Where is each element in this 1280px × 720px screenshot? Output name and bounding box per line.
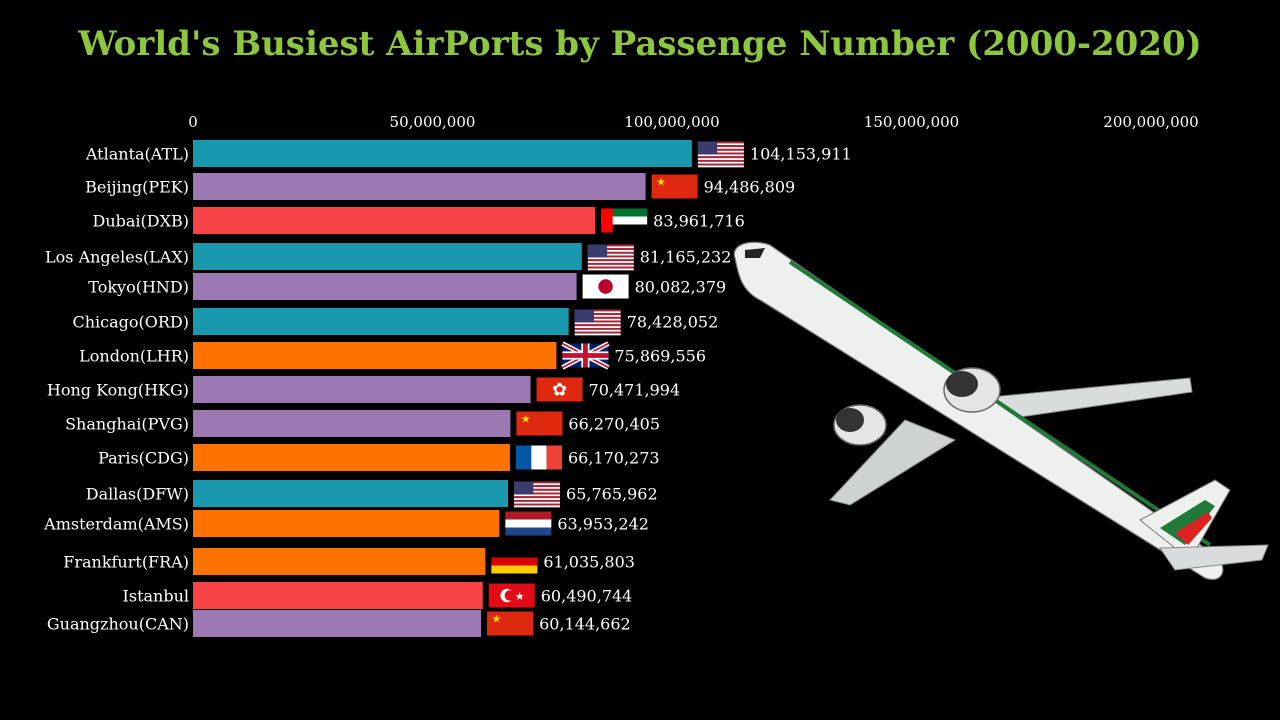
category-label: Dallas(DFW): [86, 485, 189, 504]
bar: [193, 376, 531, 403]
bar: [193, 342, 557, 369]
category-label: Shanghai(PVG): [65, 415, 189, 434]
svg-text:★: ★: [491, 612, 501, 625]
bar: [193, 243, 582, 270]
bar: [193, 140, 692, 167]
bar-row: Guangzhou(CAN) ★ 60,144,662: [47, 610, 631, 637]
svg-text:✿: ✿: [552, 380, 567, 401]
value-label: 81,165,232: [640, 248, 732, 267]
bar: [193, 207, 596, 234]
turkey-flag-icon: ★: [488, 583, 535, 608]
bar: [193, 610, 482, 637]
uae-flag-icon: [601, 208, 648, 233]
x-tick-label: 0: [188, 113, 198, 131]
x-tick-label: 200,000,000: [1103, 113, 1198, 131]
bar-row: Atlanta(ATL) 104,153,911: [85, 140, 852, 168]
bar-row: Hong Kong(HKG) ✿ 70,471,994: [47, 376, 680, 403]
bar-row: Dubai(DXB) 83,961,716: [93, 207, 745, 234]
value-label: 61,035,803: [543, 553, 635, 572]
value-label: 78,428,052: [627, 313, 719, 332]
x-tick-label: 50,000,000: [390, 113, 476, 131]
bar: [193, 410, 511, 437]
category-label: Amsterdam(AMS): [43, 515, 189, 534]
category-label: Los Angeles(LAX): [45, 248, 189, 267]
bar: [193, 582, 483, 609]
value-label: 70,471,994: [589, 381, 681, 400]
value-label: 63,953,242: [557, 515, 649, 534]
bar-row: Los Angeles(LAX) 81,165,232: [45, 243, 732, 271]
airplane-illustration: [733, 241, 1269, 581]
svg-text:★: ★: [521, 412, 531, 425]
china-flag-icon: ★: [651, 174, 698, 199]
usa-flag-icon: [697, 141, 744, 168]
bar-row: Paris(CDG) 66,170,273: [98, 444, 660, 471]
netherlands-flag-icon: [505, 511, 552, 536]
value-label: 94,486,809: [704, 178, 796, 197]
bar: [193, 444, 510, 471]
usa-flag-icon: [574, 309, 621, 336]
bar: [193, 308, 569, 335]
germany-flag-icon: [491, 549, 538, 574]
bar-row: Shanghai(PVG) ★ 66,270,405: [65, 410, 660, 437]
category-label: Tokyo(HND): [88, 278, 189, 297]
bar: [193, 548, 486, 575]
france-flag-icon: [515, 445, 562, 470]
bar-row: Frankfurt(FRA) 61,035,803: [63, 548, 635, 575]
x-tick-label: 150,000,000: [864, 113, 959, 131]
value-label: 60,490,744: [541, 587, 633, 606]
usa-flag-icon: [587, 244, 634, 271]
value-label: 104,153,911: [750, 145, 852, 164]
value-label: 66,270,405: [568, 415, 660, 434]
value-label: 80,082,379: [635, 278, 727, 297]
japan-flag-icon: [582, 274, 629, 299]
category-label: Frankfurt(FRA): [63, 553, 189, 572]
china-flag-icon: ★: [516, 411, 563, 436]
bar-row: Istanbul ★ 60,490,744: [123, 582, 633, 609]
usa-flag-icon: [514, 481, 561, 508]
bar: [193, 510, 500, 537]
category-label: Hong Kong(HKG): [47, 381, 189, 400]
value-label: 83,961,716: [653, 212, 745, 231]
bar-row: London(LHR) 75,869,556: [79, 341, 706, 370]
bar-row: Chicago(ORD) 78,428,052: [72, 308, 719, 336]
bar-row: Tokyo(HND) 80,082,379: [88, 273, 726, 300]
bar: [193, 173, 646, 200]
category-label: Dubai(DXB): [93, 212, 190, 231]
svg-text:★: ★: [515, 590, 525, 603]
category-label: Beijing(PEK): [85, 178, 189, 197]
value-label: 75,869,556: [614, 347, 706, 366]
bar: [193, 273, 577, 300]
uk-flag-icon: [561, 341, 610, 370]
x-tick-label: 100,000,000: [624, 113, 719, 131]
value-label: 65,765,962: [566, 485, 658, 504]
bar-row: Amsterdam(AMS) 63,953,242: [43, 510, 649, 537]
category-label: Atlanta(ATL): [85, 145, 189, 164]
bar-row: Dallas(DFW) 65,765,962: [86, 480, 658, 508]
category-label: Paris(CDG): [98, 449, 189, 468]
category-label: Istanbul: [123, 587, 189, 606]
category-label: Guangzhou(CAN): [47, 615, 189, 634]
value-label: 60,144,662: [539, 615, 631, 634]
category-label: Chicago(ORD): [72, 313, 189, 332]
category-label: London(LHR): [79, 347, 189, 366]
svg-text:★: ★: [656, 175, 666, 188]
bar-row: Beijing(PEK) ★ 94,486,809: [85, 173, 795, 200]
china-flag-icon: ★: [487, 611, 534, 636]
chart-title: World's Busiest AirPorts by Passenge Num…: [78, 24, 1202, 64]
value-label: 66,170,273: [568, 449, 660, 468]
bar: [193, 480, 509, 507]
hong-kong-flag-icon: ✿: [536, 377, 583, 402]
